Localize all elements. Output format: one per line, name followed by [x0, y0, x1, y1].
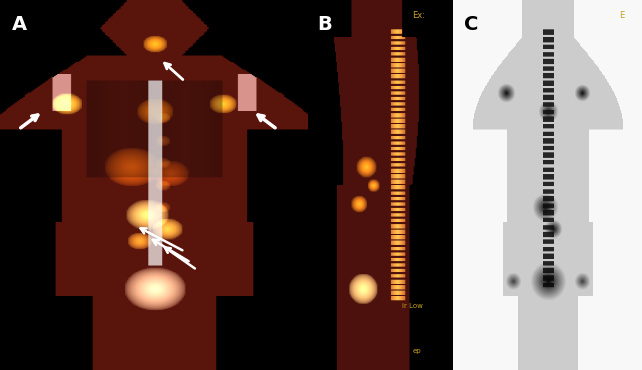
- Text: ir Low: ir Low: [402, 303, 423, 309]
- Text: B: B: [317, 15, 331, 34]
- Text: A: A: [12, 15, 28, 34]
- Text: E: E: [620, 11, 625, 20]
- Text: C: C: [464, 15, 478, 34]
- Text: Ex:: Ex:: [412, 11, 425, 20]
- Text: ep: ep: [412, 348, 421, 354]
